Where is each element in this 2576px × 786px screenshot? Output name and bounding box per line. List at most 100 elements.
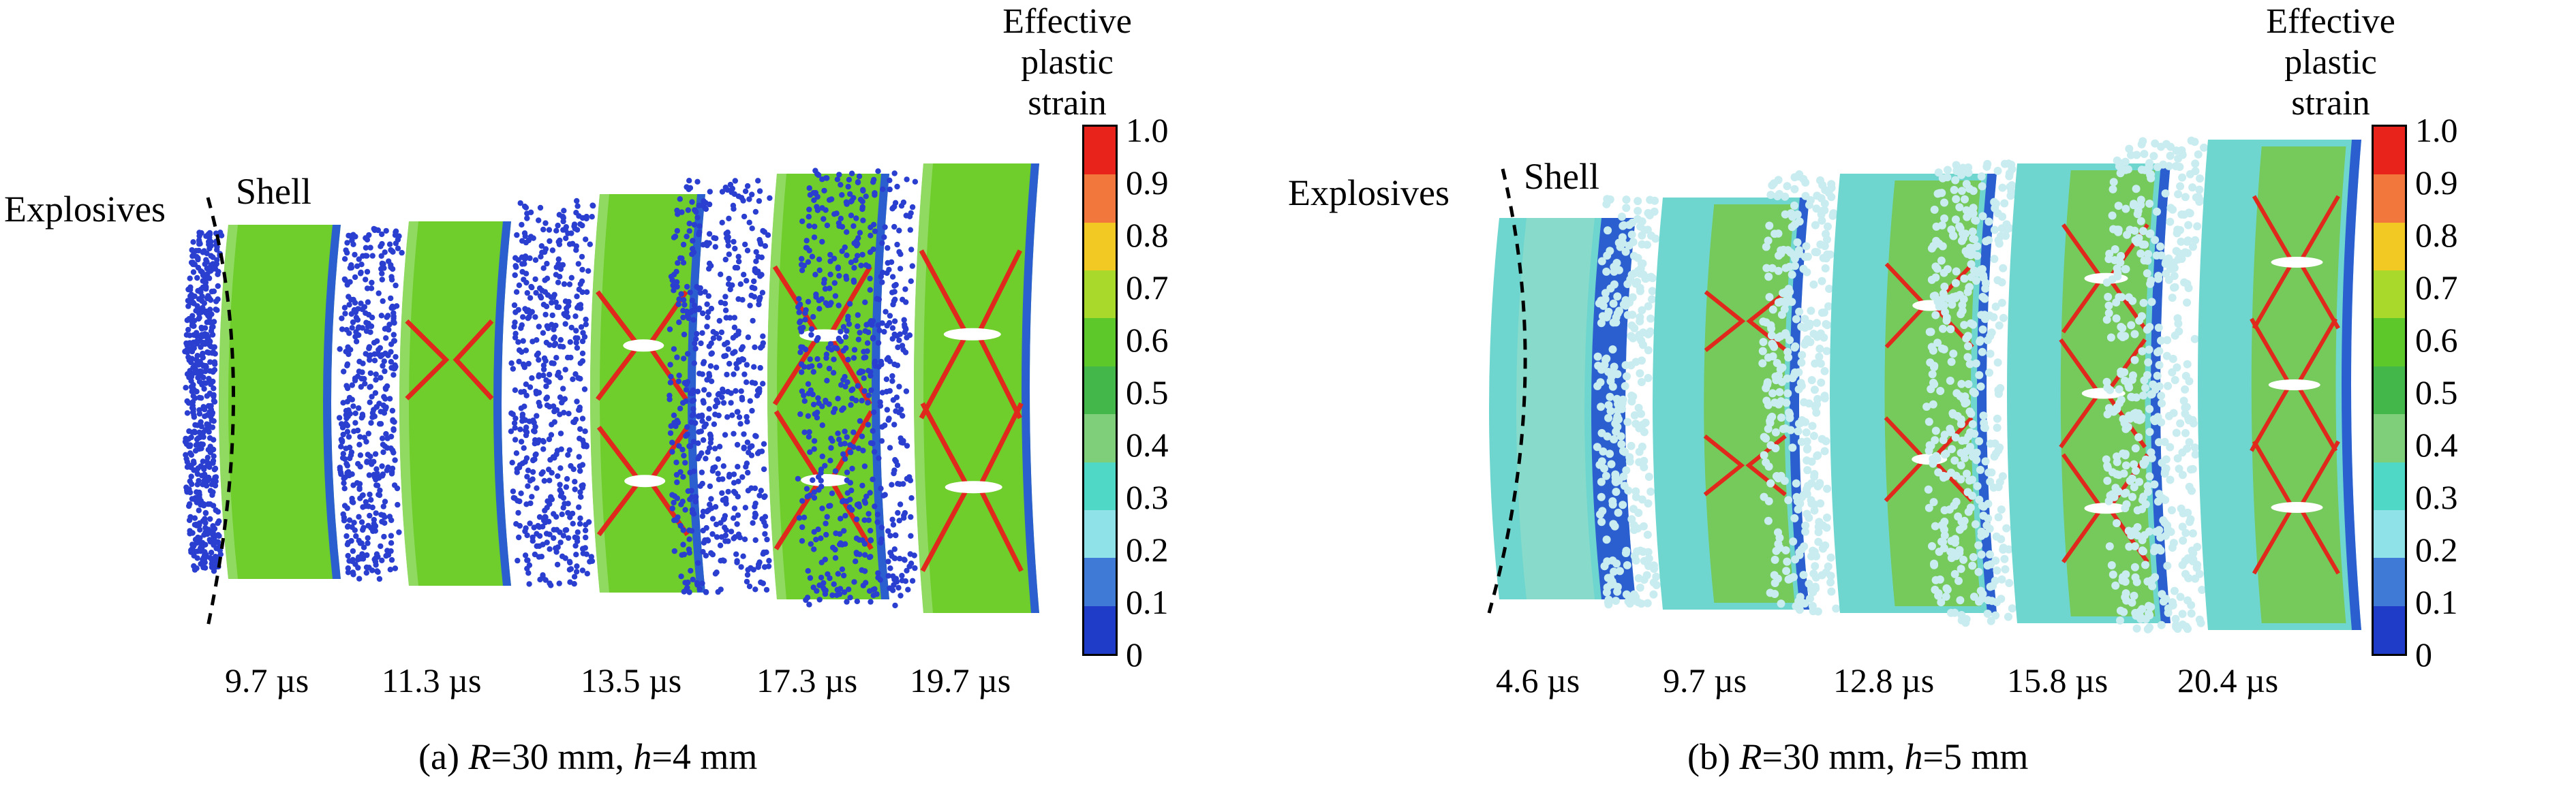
explosive-particle: [525, 360, 532, 367]
explosive-debris: [1610, 280, 1619, 289]
explosive-debris: [2183, 298, 2192, 307]
explosive-particle: [336, 415, 343, 421]
explosive-particle: [583, 215, 589, 222]
explosive-particle: [800, 324, 806, 331]
explosive-particle: [352, 410, 358, 416]
explosive-particle: [735, 464, 741, 470]
explosive-particle: [523, 381, 530, 388]
explosive-particle: [542, 311, 549, 318]
explosive-debris: [2145, 159, 2154, 168]
explosive-particle: [806, 429, 812, 435]
explosive-debris: [2156, 533, 2165, 541]
explosive-particle: [874, 591, 880, 597]
explosive-debris: [1610, 567, 1619, 576]
explosive-debris: [1961, 195, 1969, 204]
explosive-debris: [2162, 140, 2171, 148]
shell-inner-edge: [399, 221, 418, 586]
explosive-particle: [901, 317, 907, 323]
explosive-particle: [764, 536, 770, 543]
colorbar-b-swatch: [2374, 222, 2405, 271]
explosive-debris: [1807, 457, 1816, 466]
explosive-debris: [1648, 287, 1657, 296]
explosive-particle: [213, 306, 219, 313]
explosive-particle: [671, 287, 677, 294]
explosive-debris: [1622, 590, 1631, 599]
explosive-particle: [696, 453, 703, 459]
explosive-debris: [1802, 242, 1811, 251]
explosive-particle: [393, 282, 399, 289]
explosive-particle: [889, 289, 895, 296]
explosive-particle: [895, 344, 901, 351]
explosive-particle: [206, 368, 213, 374]
explosive-particle: [884, 270, 890, 277]
explosive-particle: [571, 573, 578, 580]
explosive-particle: [577, 426, 583, 433]
explosive-particle: [524, 215, 530, 221]
explosive-particle: [373, 466, 380, 472]
explosive-particle: [722, 307, 729, 313]
colorbar-b-swatch: [2374, 366, 2405, 415]
explosive-particle: [827, 503, 833, 509]
explosive-particle: [912, 565, 918, 571]
explosive-particle: [891, 331, 898, 338]
explosive-particle: [842, 334, 849, 340]
explosive-debris: [2133, 506, 2142, 515]
explosive-particle: [707, 363, 714, 369]
explosive-particle: [346, 351, 352, 358]
explosive-particle: [836, 223, 842, 230]
explosive-particle: [348, 264, 355, 271]
explosive-debris: [2006, 183, 2014, 191]
explosive-particle: [911, 552, 917, 559]
explosive-particle: [892, 602, 898, 609]
explosive-particle: [844, 252, 850, 258]
explosive-particle: [357, 452, 364, 458]
explosive-particle: [894, 183, 900, 190]
explosive-debris: [2121, 204, 2130, 213]
explosive-particle: [551, 336, 557, 342]
explosive-debris: [2109, 185, 2117, 193]
explosive-particle: [376, 492, 383, 499]
explosive-debris: [1824, 189, 1833, 197]
explosive-debris: [2188, 183, 2197, 192]
explosive-particle: [809, 253, 816, 260]
explosive-particle: [709, 516, 716, 522]
explosive-particle: [379, 463, 385, 469]
explosive-particle: [197, 443, 203, 450]
explosive-particle: [561, 208, 567, 214]
explosive-debris: [1976, 382, 1985, 391]
explosive-particle: [559, 512, 565, 518]
explosive-particle: [860, 447, 866, 454]
explosive-particle: [690, 576, 696, 582]
explosive-particle: [816, 267, 823, 273]
explosive-particle: [883, 388, 890, 395]
explosive-particle: [881, 234, 887, 240]
explosive-debris: [1792, 315, 1800, 324]
explosive-debris: [1766, 418, 1775, 427]
explosive-particle: [390, 450, 397, 456]
explosive-debris: [2146, 229, 2155, 238]
explosive-particle: [388, 540, 395, 546]
explosive-debris: [1827, 587, 1836, 596]
explosive-particle: [845, 317, 851, 323]
explosive-debris: [2180, 210, 2188, 219]
explosive-debris: [1784, 496, 1793, 505]
explosive-particle: [867, 287, 874, 293]
explosive-particle: [841, 589, 848, 595]
explosive-debris: [2128, 393, 2136, 402]
explosive-debris: [1967, 272, 1976, 281]
explosive-particle: [831, 280, 838, 286]
explosive-particle: [557, 487, 563, 493]
explosive-particle: [344, 240, 350, 246]
explosive-particle: [360, 556, 367, 562]
explosive-particle: [739, 396, 746, 403]
explosive-debris: [2181, 403, 2190, 412]
explosive-particle: [847, 595, 853, 601]
explosive-particle: [679, 255, 685, 262]
explosive-debris: [2121, 450, 2130, 458]
explosive-debris: [1969, 204, 1978, 213]
explosive-debris: [1629, 334, 1638, 343]
explosive-particle: [372, 559, 379, 565]
explosive-particle: [196, 394, 202, 400]
explosive-particle: [350, 548, 356, 554]
explosive-particle: [579, 266, 585, 273]
